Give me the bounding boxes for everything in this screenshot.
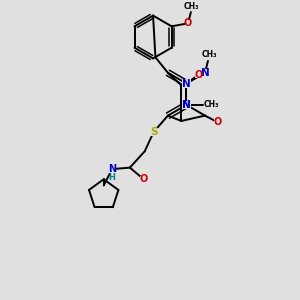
Text: N: N xyxy=(182,100,191,110)
FancyBboxPatch shape xyxy=(149,128,158,136)
FancyBboxPatch shape xyxy=(214,119,221,125)
Text: N: N xyxy=(201,68,209,78)
Text: O: O xyxy=(184,18,192,28)
Text: N: N xyxy=(182,79,191,88)
FancyBboxPatch shape xyxy=(185,20,191,27)
FancyBboxPatch shape xyxy=(201,69,209,77)
FancyBboxPatch shape xyxy=(182,79,190,88)
Text: S: S xyxy=(150,127,158,137)
Text: N: N xyxy=(108,164,116,174)
Text: O: O xyxy=(195,70,203,80)
Text: H: H xyxy=(109,173,116,182)
FancyBboxPatch shape xyxy=(182,101,190,109)
FancyBboxPatch shape xyxy=(195,71,203,78)
Text: CH₃: CH₃ xyxy=(183,2,199,10)
Text: O: O xyxy=(140,174,148,184)
Text: N: N xyxy=(182,100,191,110)
Text: CH₃: CH₃ xyxy=(203,100,219,109)
FancyBboxPatch shape xyxy=(108,165,116,173)
Text: CH₃: CH₃ xyxy=(202,50,217,59)
FancyBboxPatch shape xyxy=(182,101,190,109)
FancyBboxPatch shape xyxy=(140,176,147,182)
Text: O: O xyxy=(213,117,222,127)
